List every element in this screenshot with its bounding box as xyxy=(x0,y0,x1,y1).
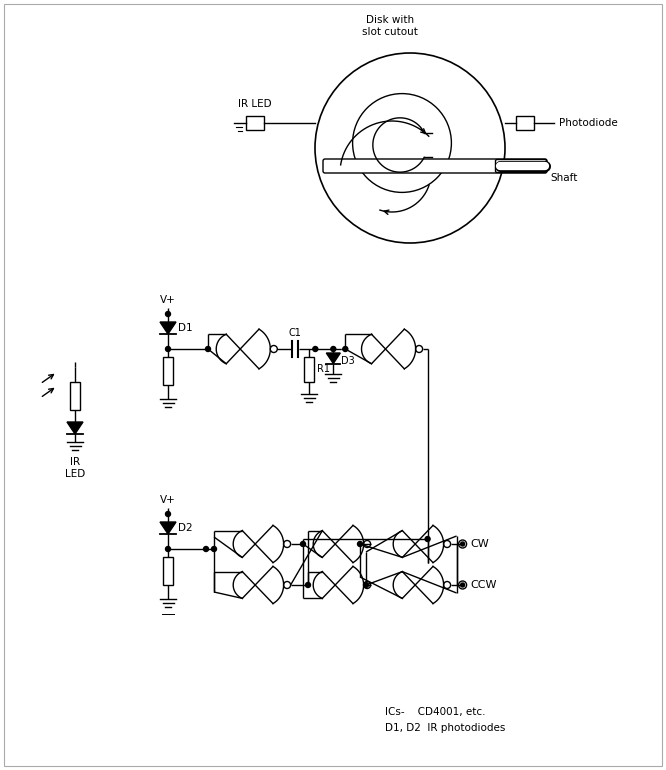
Circle shape xyxy=(461,583,465,587)
FancyBboxPatch shape xyxy=(323,159,547,173)
Text: V+: V+ xyxy=(160,295,176,305)
Bar xyxy=(70,382,80,410)
Circle shape xyxy=(313,346,318,351)
Circle shape xyxy=(461,542,465,546)
Polygon shape xyxy=(160,322,176,334)
Circle shape xyxy=(165,312,170,316)
Bar xyxy=(163,557,173,585)
Text: IR LED: IR LED xyxy=(238,99,272,109)
Bar xyxy=(516,116,534,130)
Circle shape xyxy=(206,346,210,351)
Text: V+: V+ xyxy=(160,495,176,505)
Text: Photodiode: Photodiode xyxy=(559,118,618,128)
Circle shape xyxy=(300,541,306,547)
Text: C1: C1 xyxy=(289,328,302,338)
Bar xyxy=(304,357,314,382)
Text: Shaft: Shaft xyxy=(550,173,577,183)
Bar xyxy=(163,357,173,385)
Circle shape xyxy=(306,582,310,588)
Polygon shape xyxy=(326,353,340,363)
Text: CCW: CCW xyxy=(471,580,497,590)
Text: IR
LED: IR LED xyxy=(65,457,85,479)
Circle shape xyxy=(204,547,208,551)
Polygon shape xyxy=(67,422,83,434)
Circle shape xyxy=(165,547,170,551)
Text: D3: D3 xyxy=(341,356,355,366)
Circle shape xyxy=(343,346,348,351)
Bar xyxy=(246,116,264,130)
Circle shape xyxy=(331,346,336,351)
Text: D1, D2  IR photodiodes: D1, D2 IR photodiodes xyxy=(385,723,505,733)
Circle shape xyxy=(425,537,430,541)
Text: D2: D2 xyxy=(178,523,192,533)
Text: R1: R1 xyxy=(317,364,330,374)
Text: Disk with
slot cutout: Disk with slot cutout xyxy=(362,15,418,37)
Circle shape xyxy=(212,547,216,551)
Text: D1: D1 xyxy=(178,323,192,333)
Circle shape xyxy=(364,582,368,588)
Polygon shape xyxy=(160,522,176,534)
Text: ICs-    CD4001, etc.: ICs- CD4001, etc. xyxy=(385,707,486,717)
Circle shape xyxy=(165,346,170,351)
Text: CW: CW xyxy=(471,539,490,549)
Circle shape xyxy=(165,511,170,517)
Circle shape xyxy=(358,541,362,547)
